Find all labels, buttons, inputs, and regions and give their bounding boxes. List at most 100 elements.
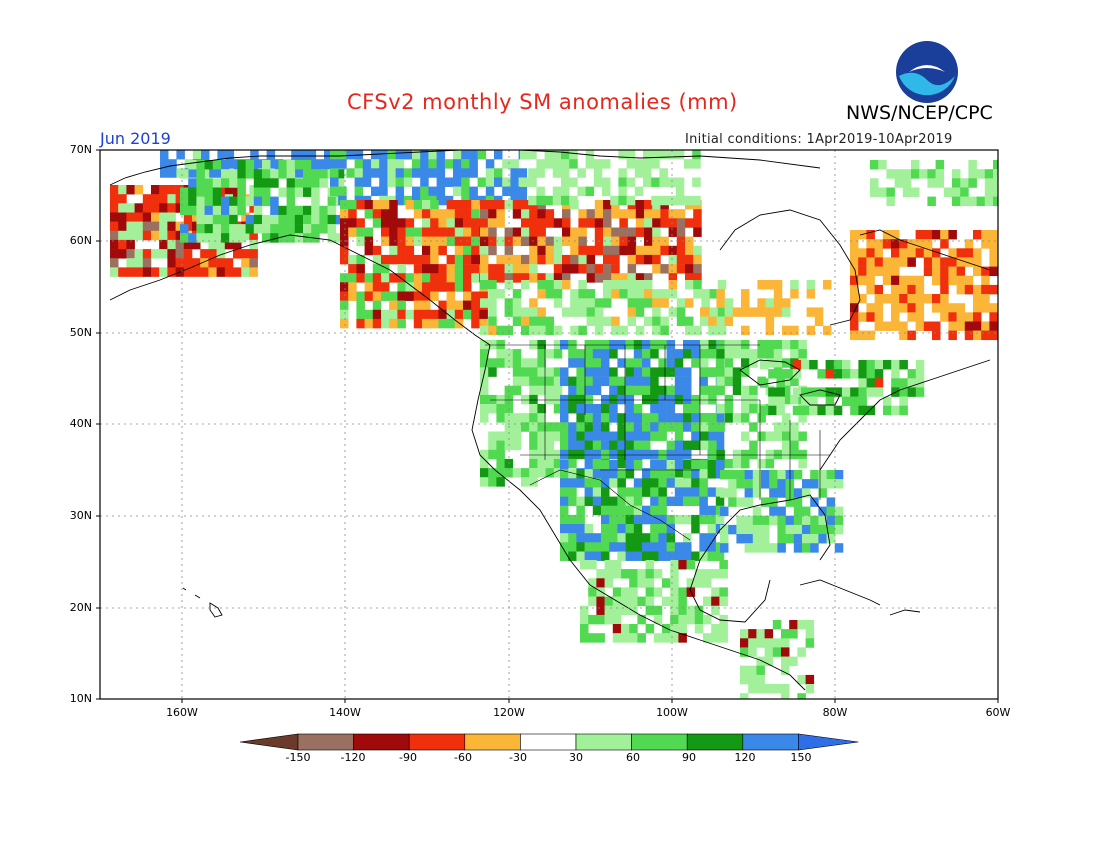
anomaly-cell: [552, 168, 562, 178]
anomaly-cell: [932, 330, 941, 341]
anomaly-cell: [711, 624, 720, 634]
anomaly-cell: [229, 178, 238, 188]
anomaly-cell: [529, 245, 538, 256]
anomaly-cell: [537, 358, 546, 368]
anomaly-cell: [488, 218, 497, 228]
anomaly-cell: [480, 385, 489, 396]
anomaly-cell: [609, 449, 618, 460]
anomaly-cell: [644, 254, 653, 265]
anomaly-cell: [444, 177, 454, 187]
anomaly-cell: [502, 177, 511, 187]
anomaly-cell: [652, 209, 661, 219]
anomaly-cell: [826, 497, 836, 507]
anomaly-cell: [748, 629, 757, 639]
anomaly-cell: [874, 239, 884, 249]
anomaly-cell: [580, 560, 589, 570]
anomaly-cell: [717, 307, 727, 317]
anomaly-cell: [960, 178, 969, 188]
anomaly-cell: [469, 186, 478, 197]
anomaly-cell: [789, 629, 798, 639]
anomaly-cell: [340, 282, 349, 292]
anomaly-cell: [340, 291, 349, 301]
anomaly-cell: [196, 224, 205, 234]
anomaly-cell: [395, 195, 405, 206]
anomaly-cell: [237, 178, 246, 188]
anomaly-cell: [552, 195, 562, 206]
anomaly-cell: [364, 318, 374, 329]
anomaly-cell: [311, 187, 320, 197]
anomaly-cell: [463, 200, 472, 210]
anomaly-cell: [700, 422, 709, 432]
anomaly-cell: [981, 330, 990, 341]
anomaly-cell: [658, 478, 667, 488]
anomaly-cell: [761, 543, 770, 553]
anomaly-cell: [601, 524, 610, 534]
anomaly-cell: [691, 422, 700, 432]
anomaly-cell: [749, 385, 758, 396]
anomaly-cell: [381, 209, 390, 219]
anomaly-cell: [700, 358, 709, 368]
anomaly-cell: [568, 449, 577, 460]
anomaly-cell: [568, 542, 577, 552]
anomaly-cell: [691, 349, 700, 359]
anomaly-cell: [899, 387, 908, 397]
anomaly-cell: [658, 385, 667, 396]
anomaly-cell: [504, 227, 514, 237]
anomaly-cell: [521, 394, 530, 405]
anomaly-cell: [389, 227, 398, 237]
anomaly-cell: [229, 169, 238, 179]
anomaly-cell: [307, 150, 317, 160]
anomaly-cell: [668, 209, 678, 219]
anomaly-cell: [488, 236, 497, 247]
anomaly-cell: [653, 605, 663, 616]
anomaly-cell: [510, 177, 519, 187]
anomaly-cell: [529, 458, 538, 469]
anomaly-cell: [694, 614, 704, 625]
anomaly-cell: [700, 440, 709, 451]
anomaly-cell: [221, 178, 230, 188]
anomaly-cell: [250, 150, 259, 160]
anomaly-cell: [488, 209, 497, 219]
anomaly-cell: [927, 196, 936, 207]
anomaly-cell: [594, 218, 604, 228]
anomaly-cell: [241, 258, 250, 268]
anomaly-cell: [562, 273, 571, 283]
anomaly-cell: [650, 469, 659, 479]
anomaly-cell: [134, 230, 144, 241]
anomaly-cell: [118, 185, 127, 195]
anomaly-cell: [611, 254, 620, 265]
anomaly-cell: [650, 478, 659, 488]
anomaly-cell: [537, 449, 546, 460]
anomaly-cell: [405, 227, 415, 237]
anomaly-cell: [560, 542, 569, 552]
anomaly-cell: [644, 209, 653, 219]
anomaly-cell: [311, 169, 320, 179]
anomaly-cell: [724, 316, 734, 327]
anomaly-cell: [850, 275, 859, 286]
anomaly-cell: [221, 233, 230, 243]
anomaly-cell: [923, 239, 933, 249]
anomaly-cell: [362, 177, 372, 187]
anomaly-cell: [724, 367, 734, 377]
anomaly-cell: [817, 405, 826, 416]
lon-label-80w: 80W: [822, 706, 848, 719]
anomaly-cell: [216, 239, 226, 250]
anomaly-cell: [719, 633, 728, 643]
anomaly-cell: [446, 227, 456, 237]
colorbar-tick-label: 150: [790, 751, 812, 764]
anomaly-cell: [670, 560, 679, 570]
anomaly-cell: [192, 221, 201, 232]
anomaly-cell: [592, 367, 602, 377]
anomaly-cell: [748, 684, 757, 694]
anomaly-cell: [874, 360, 884, 370]
colorbar-tick-label: 60: [626, 751, 640, 764]
anomaly-cell: [142, 230, 152, 241]
anomaly-cell: [650, 496, 659, 507]
anomaly-cell: [430, 254, 439, 265]
anomaly-cell: [683, 542, 692, 552]
anomaly-cell: [494, 177, 503, 187]
anomaly-cell: [660, 218, 669, 228]
anomaly-cell: [327, 224, 337, 234]
anomaly-cell: [371, 186, 380, 197]
anomaly-cell: [561, 195, 570, 206]
